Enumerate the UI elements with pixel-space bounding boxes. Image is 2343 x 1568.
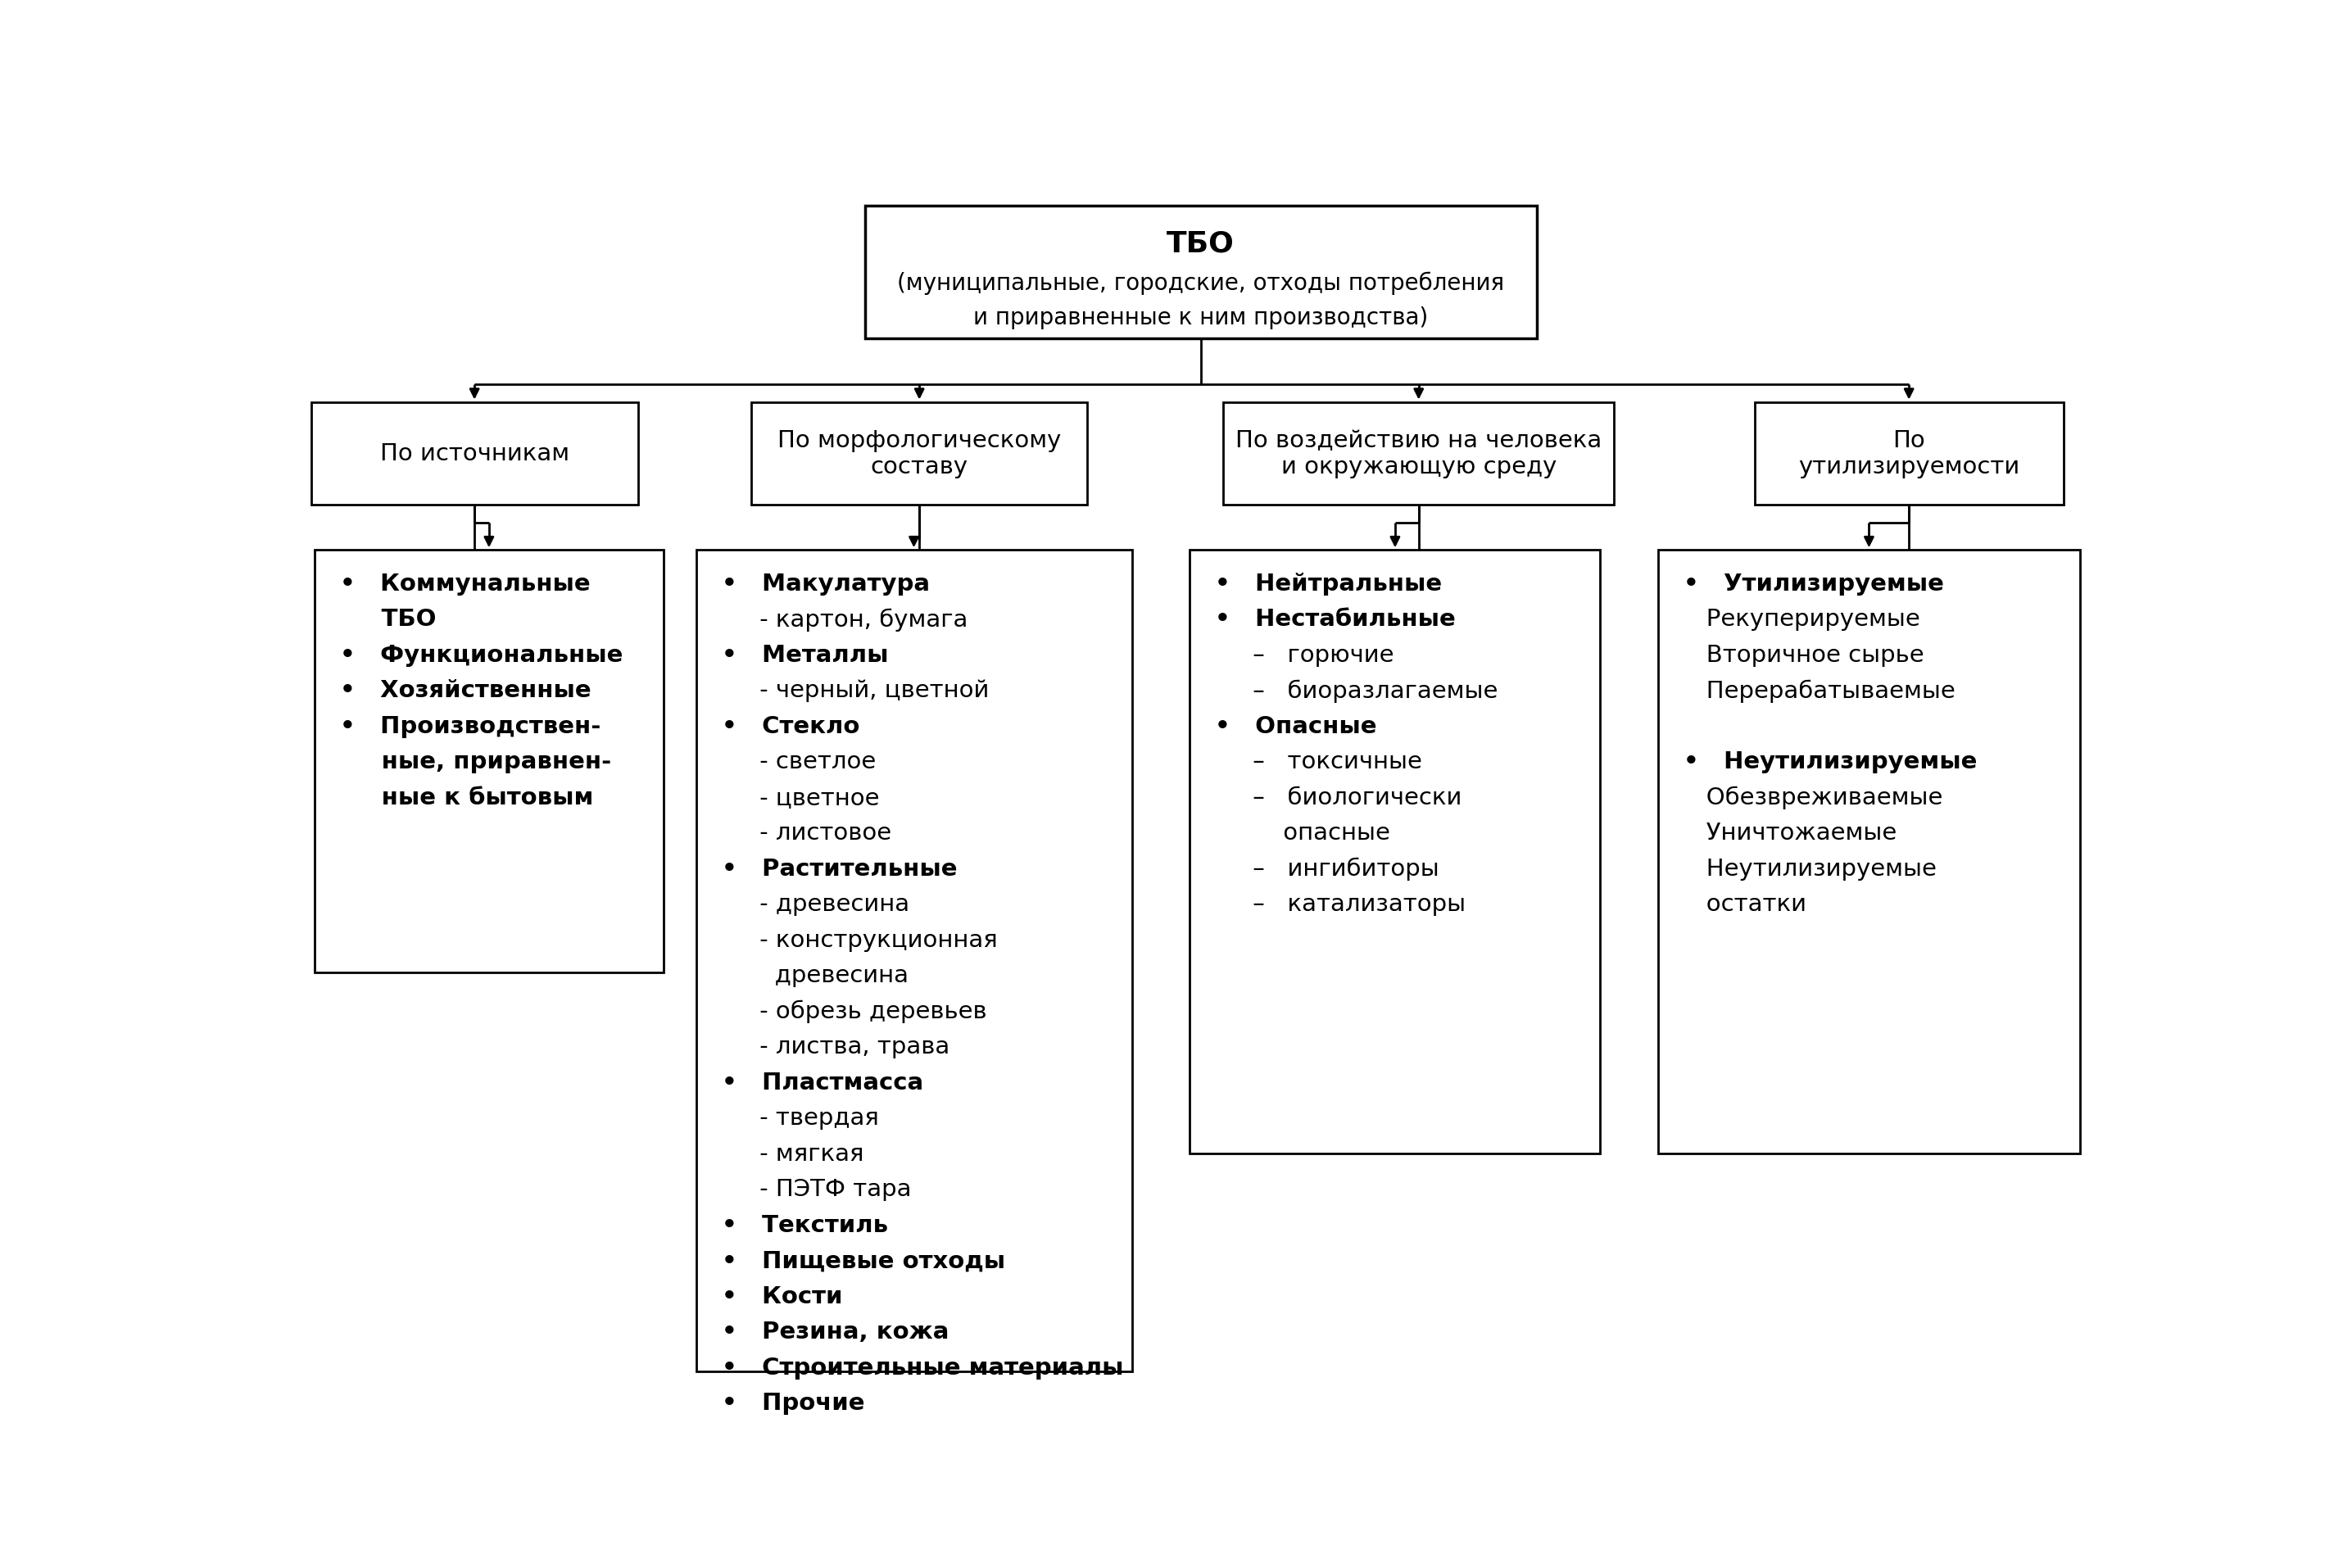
Text: •   Неутилизируемые: • Неутилизируемые — [1685, 750, 1977, 773]
Text: По
утилизируемости: По утилизируемости — [1799, 430, 2020, 478]
Text: •   Прочие: • Прочие — [722, 1391, 865, 1414]
Text: ные, приравнен-: ные, приравнен- — [340, 750, 612, 773]
Text: •   Опасные: • Опасные — [1216, 715, 1378, 737]
Bar — [752, 403, 1087, 505]
Text: Вторичное сырье: Вторичное сырье — [1685, 643, 1924, 666]
Text: •   Текстиль: • Текстиль — [722, 1214, 888, 1236]
Bar — [1223, 403, 1614, 505]
Text: •   Функциональные: • Функциональные — [340, 643, 623, 666]
Text: •   Хозяйственные: • Хозяйственные — [340, 679, 590, 702]
Text: - ПЭТФ тара: - ПЭТФ тара — [722, 1178, 911, 1201]
Bar — [696, 550, 1132, 1372]
Text: •   Нестабильные: • Нестабильные — [1216, 608, 1455, 630]
Bar — [1755, 403, 2064, 505]
Text: •   Коммунальные: • Коммунальные — [340, 572, 590, 594]
Text: Неутилизируемые: Неутилизируемые — [1685, 858, 1938, 880]
Text: •   Пластмасса: • Пластмасса — [722, 1071, 923, 1093]
Text: •   Утилизируемые: • Утилизируемые — [1685, 572, 1945, 594]
Text: •   Производствен-: • Производствен- — [340, 715, 600, 737]
Text: (муниципальные, городские, отходы потребления: (муниципальные, городские, отходы потреб… — [897, 271, 1504, 295]
Bar — [312, 403, 637, 505]
Text: и приравненные к ним производства): и приравненные к ним производства) — [972, 306, 1429, 329]
Text: –   ингибиторы: – ингибиторы — [1216, 858, 1439, 880]
Text: –   токсичные: – токсичные — [1216, 750, 1422, 773]
Text: •   Макулатура: • Макулатура — [722, 572, 930, 594]
Text: - конструкционная: - конструкционная — [722, 928, 998, 952]
Text: –   катализаторы: – катализаторы — [1216, 892, 1467, 916]
Text: •   Кости: • Кости — [722, 1284, 841, 1308]
Text: Уничтожаемые: Уничтожаемые — [1685, 822, 1898, 844]
Text: - листовое: - листовое — [722, 822, 890, 844]
Text: опасные: опасные — [1216, 822, 1389, 844]
Text: •   Пищевые отходы: • Пищевые отходы — [722, 1248, 1005, 1272]
Text: •   Металлы: • Металлы — [722, 643, 888, 666]
Text: - твердая: - твердая — [722, 1107, 879, 1129]
Text: - светлое: - светлое — [722, 750, 876, 773]
Text: По морфологическому
составу: По морфологическому составу — [778, 430, 1061, 478]
Text: –   биоразлагаемые: – биоразлагаемые — [1216, 679, 1497, 702]
Text: - древесина: - древесина — [722, 892, 909, 916]
Text: - мягкая: - мягкая — [722, 1142, 865, 1165]
Text: - листва, трава: - листва, трава — [722, 1035, 949, 1058]
Text: По источникам: По источникам — [380, 442, 569, 466]
Text: - картон, бумага: - картон, бумага — [722, 608, 968, 630]
Text: древесина: древесина — [722, 964, 909, 986]
Text: - обрезь деревьев: - обрезь деревьев — [722, 999, 986, 1022]
Text: По воздействию на человека
и окружающую среду: По воздействию на человека и окружающую … — [1235, 430, 1603, 478]
Text: •   Строительные материалы: • Строительные материалы — [722, 1356, 1122, 1378]
Text: ТБО: ТБО — [340, 608, 436, 630]
Text: •   Резина, кожа: • Резина, кожа — [722, 1320, 949, 1342]
Text: ные к бытовым: ные к бытовым — [340, 786, 593, 809]
Bar — [865, 207, 1537, 339]
Bar — [314, 550, 663, 972]
Text: •   Стекло: • Стекло — [722, 715, 860, 737]
Text: - цветное: - цветное — [722, 786, 879, 809]
Text: ТБО: ТБО — [1167, 229, 1235, 257]
Bar — [1190, 550, 1600, 1154]
Text: •   Растительные: • Растительные — [722, 858, 956, 880]
Text: остатки: остатки — [1685, 892, 1806, 916]
Text: –   биологически: – биологически — [1216, 786, 1462, 809]
Text: Рекуперируемые: Рекуперируемые — [1685, 608, 1921, 630]
Text: –   горючие: – горючие — [1216, 643, 1394, 666]
Text: Обезвреживаемые: Обезвреживаемые — [1685, 786, 1942, 809]
Text: Перерабатываемые: Перерабатываемые — [1685, 679, 1956, 702]
Text: •   Нейтральные: • Нейтральные — [1216, 572, 1443, 594]
Bar — [1659, 550, 2081, 1154]
Text: - черный, цветной: - черный, цветной — [722, 679, 989, 702]
